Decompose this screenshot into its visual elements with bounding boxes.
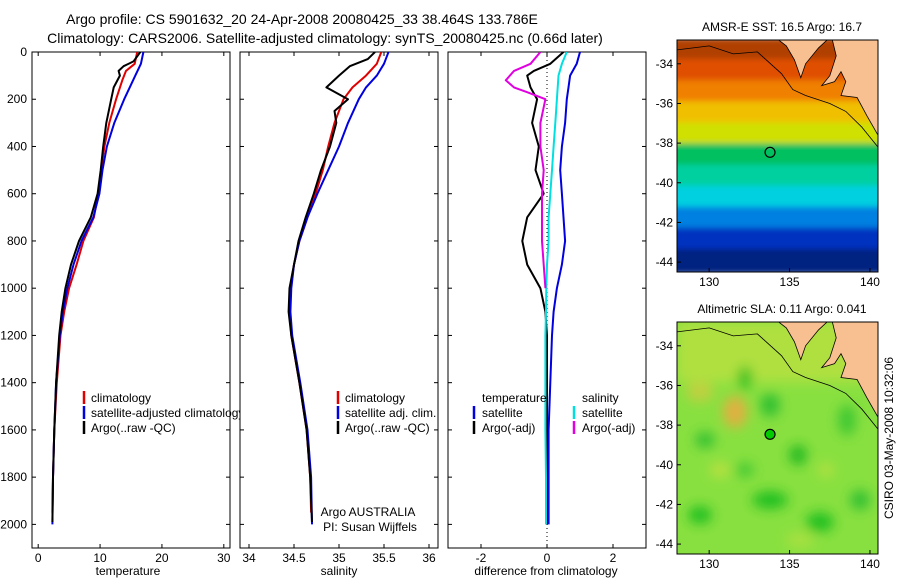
salinity-xlabel: salinity bbox=[321, 564, 358, 578]
sla-map-frame bbox=[676, 321, 879, 555]
series-line-argo-raw-qc bbox=[51, 52, 142, 523]
legend-label-temp-satellite: satellite bbox=[482, 406, 523, 420]
y-tick-label: 400 bbox=[7, 139, 27, 153]
y-tick-label: 1400 bbox=[0, 376, 27, 390]
y-tick-label: 1200 bbox=[0, 328, 27, 342]
map-y-tick-label: -40 bbox=[656, 176, 674, 190]
salinity-legend: climatology satellite adj. clim. Argo(..… bbox=[336, 391, 436, 435]
x-tick-label: 30 bbox=[217, 551, 231, 565]
legend-label-sal-satellite: satellite bbox=[582, 406, 623, 420]
pi-credit: PI: Susan Wijffels bbox=[323, 520, 417, 534]
map-x-tick-label: 140 bbox=[860, 275, 880, 289]
temperature-xlabel: temperature bbox=[96, 564, 161, 578]
x-tick-label: 20 bbox=[155, 551, 169, 565]
map-y-tick-label: -42 bbox=[656, 215, 674, 229]
series-line-temperature-argo-adj bbox=[521, 52, 565, 525]
series-line-salinity-satellite bbox=[544, 52, 568, 525]
map-x-tick-label: 140 bbox=[860, 557, 880, 571]
y-tick-label: 1600 bbox=[0, 423, 27, 437]
legend-header-temperature: temperature bbox=[482, 391, 547, 405]
sst-band bbox=[677, 164, 878, 190]
legend-label-sal-argo: Argo(-adj) bbox=[582, 421, 635, 435]
map-y-tick-label: -44 bbox=[656, 537, 674, 551]
sst-map-frame bbox=[676, 39, 879, 273]
legend-label-climatology: climatology bbox=[91, 391, 151, 405]
salinity-panel: 34 34.5 35 35.5 36 salinity climatology sate… bbox=[239, 51, 439, 578]
shelf-contour bbox=[677, 327, 878, 430]
map-x-tick-label: 130 bbox=[699, 557, 719, 571]
sla-map-title: Altimetric SLA: 0.11 Argo: 0.041 bbox=[697, 302, 867, 316]
legend-label-satellite: satellite-adjusted climatology bbox=[91, 406, 244, 420]
sla-map-panel: Altimetric SLA: 0.11 Argo: 0.041 bbox=[656, 302, 881, 571]
sst-band bbox=[677, 143, 878, 169]
legend-header-salinity: salinity bbox=[582, 391, 619, 405]
x-tick-label: 34.5 bbox=[282, 551, 306, 565]
sst-band bbox=[677, 122, 878, 148]
x-tick-label: 2 bbox=[610, 551, 617, 565]
y-tick-label: 1800 bbox=[0, 470, 27, 484]
map-y-tick-label: -38 bbox=[656, 136, 674, 150]
map-x-tick-label: 135 bbox=[780, 275, 800, 289]
map-y-tick-label: -36 bbox=[656, 96, 674, 110]
map-y-tick-label: -34 bbox=[656, 339, 674, 353]
y-tick-label: 1000 bbox=[0, 281, 27, 295]
map-y-tick-label: -38 bbox=[656, 418, 674, 432]
y-tick-label: 2000 bbox=[0, 517, 27, 531]
map-y-tick-label: -36 bbox=[656, 378, 674, 392]
sst-map-panel: AMSR-E SST: 16.5 Argo: 16.7 130 135 140 -34… bbox=[656, 20, 881, 289]
temperature-panel: 0 10 20 30 0 200 400 600 800 1000 1200 1400 1600 1800… bbox=[0, 45, 244, 578]
x-tick-label: 0 bbox=[35, 551, 42, 565]
map-y-tick-label: -40 bbox=[656, 458, 674, 472]
x-tick-label: 36 bbox=[422, 551, 436, 565]
series-line-argo-raw-qc bbox=[287, 52, 376, 523]
legend-label-argo: Argo(..raw -QC) bbox=[91, 421, 176, 435]
figure-title-line1: Argo profile: CS 5901632_20 24-Apr-2008 … bbox=[66, 11, 538, 27]
legend-label-temp-argo: Argo(-adj) bbox=[482, 421, 535, 435]
map-x-tick-label: 130 bbox=[699, 275, 719, 289]
x-tick-label: 35 bbox=[332, 551, 346, 565]
argo-float-marker bbox=[764, 428, 776, 440]
x-tick-label: 0 bbox=[544, 551, 551, 565]
shelf-contour bbox=[677, 45, 878, 148]
x-tick-label: -2 bbox=[476, 551, 487, 565]
sst-band bbox=[677, 185, 878, 211]
temperature-axes-frame bbox=[31, 51, 231, 549]
y-tick-label: 200 bbox=[7, 92, 27, 106]
difference-xlabel: difference from climatology bbox=[474, 564, 617, 578]
map-y-tick-label: -34 bbox=[656, 57, 674, 71]
land-mass bbox=[778, 40, 878, 137]
sst-band bbox=[677, 101, 878, 127]
argo-float-marker bbox=[764, 146, 776, 158]
sst-band bbox=[677, 206, 878, 232]
side-timestamp: CSIRO 03-May-2008 10:32:06 bbox=[882, 357, 896, 519]
sst-band bbox=[677, 40, 878, 64]
temperature-legend: climatology satellite-adjusted climatolo… bbox=[82, 391, 244, 435]
sst-band bbox=[677, 248, 878, 272]
difference-legend: temperature satellite Argo(-adj) salinit… bbox=[472, 391, 635, 435]
legend-label-satellite: satellite adj. clim. bbox=[345, 406, 436, 420]
figure-title-line2: Climatology: CARS2006. Satellite-adjuste… bbox=[47, 30, 603, 46]
difference-panel: -2 0 2 difference from climatology tempera… bbox=[447, 51, 647, 578]
map-y-tick-label: -44 bbox=[656, 255, 674, 269]
x-tick-label: 35.5 bbox=[372, 551, 396, 565]
legend-label-climatology: climatology bbox=[345, 391, 405, 405]
series-line-salinity-argo-adj bbox=[504, 52, 547, 289]
y-tick-label: 800 bbox=[7, 234, 27, 248]
map-x-tick-label: 135 bbox=[780, 557, 800, 571]
series-line-temperature-satellite bbox=[547, 52, 581, 525]
salinity-axes-frame bbox=[239, 51, 439, 549]
land-mass bbox=[778, 322, 878, 419]
x-tick-label: 34 bbox=[242, 551, 256, 565]
sst-map-title: AMSR-E SST: 16.5 Argo: 16.7 bbox=[702, 20, 862, 34]
y-tick-label: 0 bbox=[20, 45, 27, 59]
sst-band bbox=[677, 227, 878, 253]
argo-credit: Argo AUSTRALIA bbox=[321, 505, 416, 519]
y-tick-label: 600 bbox=[7, 187, 27, 201]
x-tick-label: 10 bbox=[93, 551, 107, 565]
legend-label-argo: Argo(..raw -QC) bbox=[345, 421, 430, 435]
map-y-tick-label: -42 bbox=[656, 497, 674, 511]
